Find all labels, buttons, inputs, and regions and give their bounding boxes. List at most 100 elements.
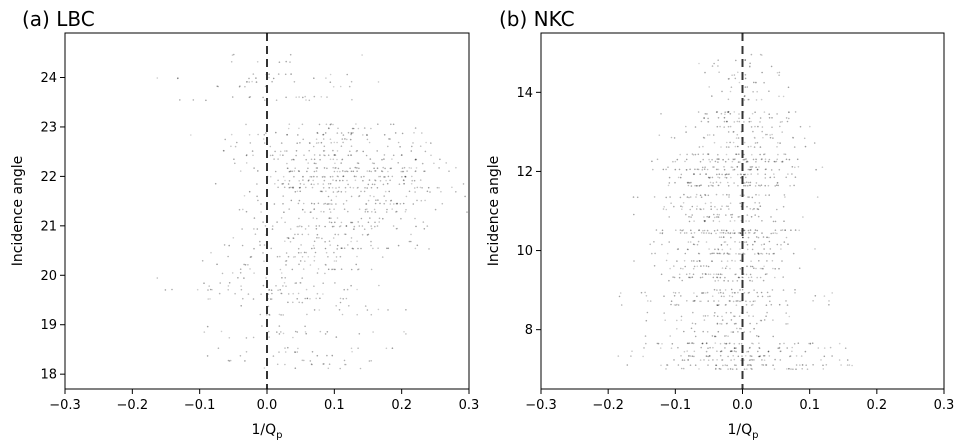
panel-b-data-point [756, 168, 759, 171]
panel-b-data-point [848, 364, 851, 366]
panel-a-data-point [327, 195, 330, 198]
panel-b-data-point [733, 158, 735, 161]
panel-b-data-point [728, 208, 730, 210]
panel-b-data-point [743, 331, 745, 333]
panel-b-data-point [766, 260, 768, 262]
panel-b-data-point [662, 208, 665, 210]
panel-b-data-point [713, 141, 716, 144]
panel-b-data-point [739, 300, 741, 303]
panel-a-data-point [414, 247, 417, 250]
panel-b-data-point [703, 117, 705, 119]
panel-a-y-tick-label: 18 [40, 368, 57, 383]
panel-a-data-point [401, 167, 404, 169]
panel-a-data-point [374, 225, 376, 228]
panel-b-data-point [789, 355, 791, 358]
panel-b-data-point [748, 359, 751, 362]
panel-a-data-point [333, 154, 336, 156]
panel-a-data-point [371, 162, 374, 164]
panel-b-data-point [748, 364, 750, 366]
panel-b-data-point [681, 229, 683, 232]
panel-b-data-point [694, 168, 696, 171]
panel-a-data-point [223, 150, 225, 152]
panel-a-data-point [286, 150, 288, 152]
panel-a-data-point [430, 154, 432, 157]
panel-a-data-point [263, 244, 266, 246]
panel-b-data-point [702, 153, 704, 155]
panel-b-data-point [735, 137, 738, 139]
panel-a-data-point [340, 268, 343, 271]
panel-b-data-point [768, 194, 770, 196]
panel-a-data-point [391, 175, 394, 178]
panel-b-data-point [722, 236, 725, 238]
panel-a-data-point [256, 183, 258, 185]
panel-a-data-point [298, 170, 301, 173]
panel-b-data-point [754, 232, 756, 234]
panel-a-data-point [335, 203, 337, 205]
panel-a-data-point [419, 186, 422, 189]
panel-a-data-point [376, 167, 379, 170]
panel-a-data-point [313, 183, 315, 186]
panel-b-data-point [645, 319, 648, 322]
panel-a-data-point [429, 191, 431, 193]
panel-b-data-point [723, 120, 726, 123]
panel-a-data-point [387, 170, 389, 173]
panel-b-data-point [656, 158, 659, 161]
panel-b-data-point [729, 113, 732, 115]
panel-b-data-point [773, 176, 776, 179]
panel-b-data-point [687, 359, 689, 361]
panel-a-data-point [230, 145, 232, 148]
panel-a-data-point [387, 309, 389, 311]
panel-a-data-point [301, 255, 304, 258]
panel-b-data-point [743, 194, 745, 196]
panel-a-data-point [323, 203, 325, 205]
panel-b-data-point [720, 323, 723, 325]
panel-a-data-point [337, 167, 340, 170]
panel-b-data-point [686, 342, 689, 345]
panel-a-data-point [405, 195, 408, 198]
panel-b-data-point [688, 216, 690, 218]
panel-b-data-point [690, 185, 693, 187]
panel-b-data-point [774, 268, 776, 270]
panel-b-data-point [728, 196, 730, 198]
panel-b-data-point [723, 229, 725, 232]
panel-a-data-point [329, 123, 332, 126]
panel-a-data-point [322, 187, 325, 189]
panel-b-data-point [720, 260, 723, 263]
panel-a-data-point [332, 191, 335, 193]
panel-b-data-point [736, 120, 739, 123]
panel-a-data-point [315, 167, 318, 169]
panel-b-data-point [724, 173, 727, 176]
panel-a-data-point [231, 272, 234, 274]
panel-a-data-point [303, 251, 306, 254]
panel-a-data-point [386, 208, 388, 211]
panel-b-data-point [707, 315, 709, 317]
panel-b-data-point [748, 315, 750, 317]
panel-a-data-point [319, 154, 321, 156]
panel-a-data-point [297, 134, 299, 136]
panel-b-data-point [793, 146, 796, 148]
panel-b-data-point [743, 368, 746, 371]
panel-a-data-point [305, 288, 308, 291]
panel-b-data-point [738, 276, 741, 279]
panel-a-data-point [328, 217, 330, 219]
panel-a-data-point [156, 77, 159, 79]
panel-b-data-point [746, 160, 748, 163]
panel-a-data-point [374, 179, 377, 182]
panel-a-data-point [366, 170, 369, 172]
panel-b-data-point [711, 65, 714, 67]
panel-a-data-point [203, 282, 205, 285]
panel-b-data-point [699, 276, 702, 279]
panel-b-data-point [717, 304, 719, 307]
panel-b-data-point [724, 111, 726, 113]
panel-a-data-point [419, 179, 422, 181]
panel-a-y-tick-label: 19 [40, 318, 57, 333]
panel-b-data-point [701, 342, 704, 345]
panel-a-data-point [416, 199, 418, 202]
panel-b-data-point [723, 279, 725, 282]
panel-b-data-point [781, 260, 783, 262]
panel-a-data-point [284, 73, 287, 76]
panel-a-data-point [300, 282, 302, 284]
panel-a-x-axis: −0.3 −0.2 −0.1 0.0 0.1 0.2 0.3 [49, 389, 479, 413]
panel-a-data-point [286, 237, 289, 239]
panel-a-data-point [306, 297, 309, 300]
